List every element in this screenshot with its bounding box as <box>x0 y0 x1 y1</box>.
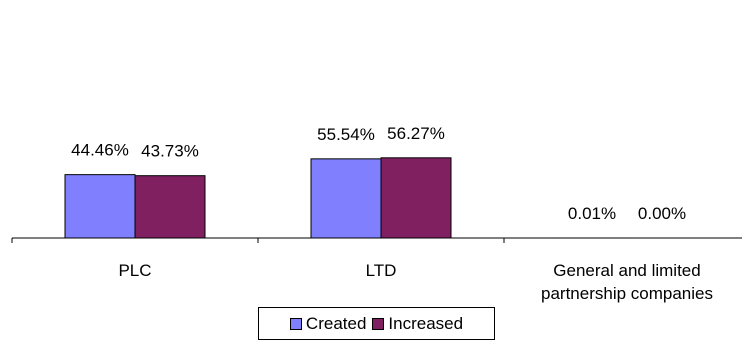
data-labels-group: 44.46% 43.73% 55.54% 56.27% 0.01% 0.00% <box>71 124 686 223</box>
data-label-created-1: 55.54% <box>317 125 375 144</box>
bar-created-0 <box>64 174 136 239</box>
bar-increased-0 <box>134 175 206 239</box>
legend-item-created: Created <box>289 313 367 334</box>
legend: Created Increased <box>258 307 495 340</box>
data-label-created-0: 44.46% <box>71 141 129 160</box>
legend-swatch-increased <box>372 317 385 330</box>
data-label-created-2: 0.01% <box>568 204 616 223</box>
legend-swatch-created <box>289 317 302 330</box>
category-label: partnership companies <box>541 284 713 303</box>
data-label-increased-2: 0.00% <box>638 204 686 223</box>
legend-label-created: Created <box>305 313 367 333</box>
bar-created-1 <box>310 158 382 239</box>
category-label: General and limited <box>553 261 700 280</box>
legend-item-increased: Increased <box>372 314 463 334</box>
bars-group <box>64 157 628 239</box>
category-label: LTD <box>366 261 397 280</box>
x-axis-ticks <box>11 238 505 243</box>
data-label-increased-0: 43.73% <box>141 142 199 161</box>
legend-label-increased: Increased <box>388 313 464 333</box>
bar-increased-1 <box>380 157 452 239</box>
category-labels-group: PLC LTD General and limited partnership com… <box>118 261 713 303</box>
data-label-increased-1: 56.27% <box>387 124 445 143</box>
category-label: PLC <box>118 261 151 280</box>
